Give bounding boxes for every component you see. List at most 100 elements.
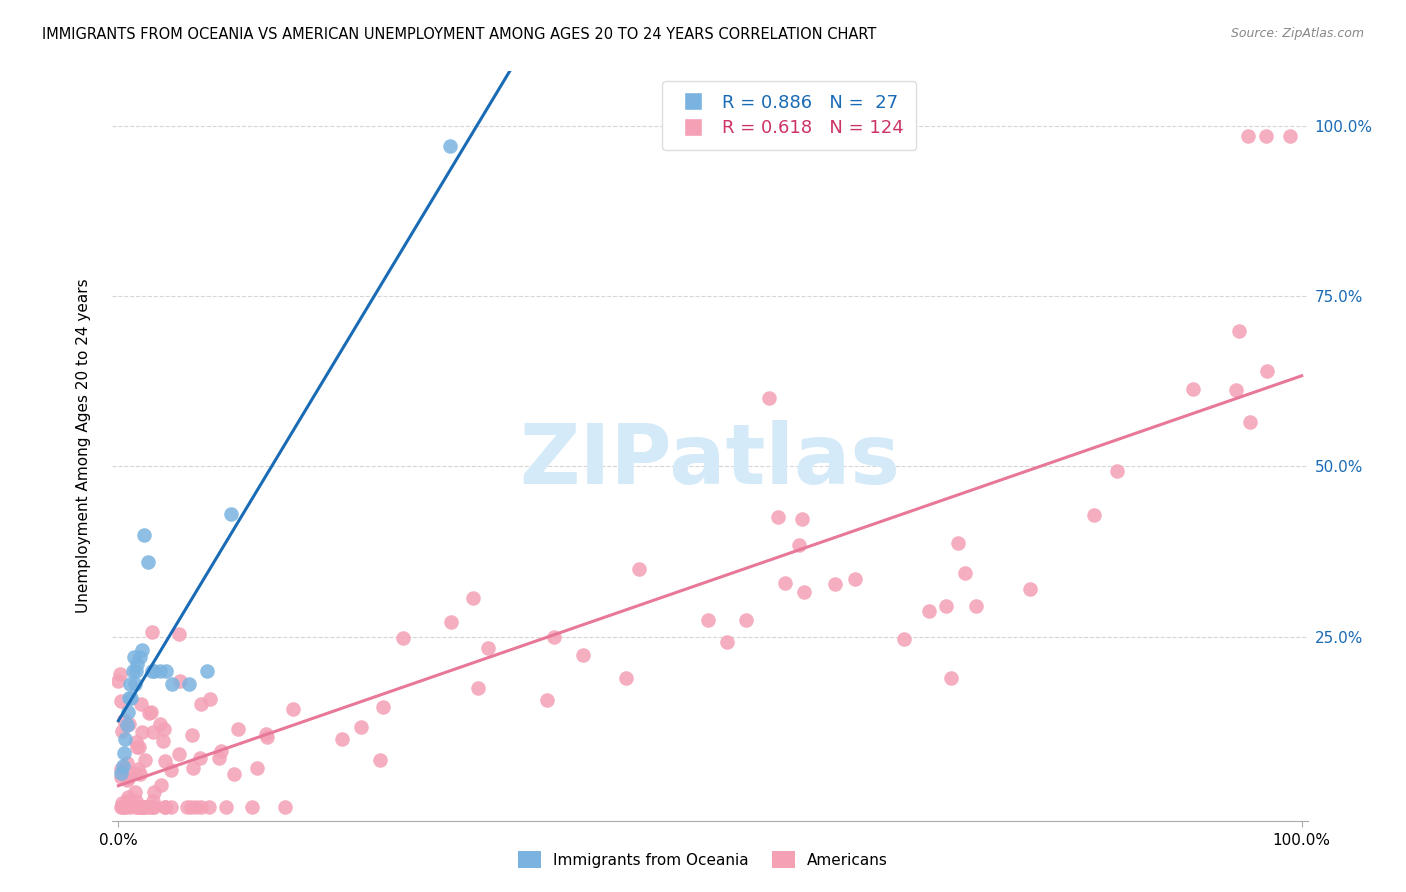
Point <box>1182 382 1205 396</box>
Point <box>117 705 139 719</box>
Point <box>114 800 136 814</box>
Point <box>115 756 138 770</box>
Point <box>111 796 134 810</box>
Point <box>150 778 173 792</box>
Point <box>939 671 962 685</box>
Point <box>128 800 150 814</box>
Y-axis label: Unemployment Among Ages 20 to 24 years: Unemployment Among Ages 20 to 24 years <box>76 278 91 614</box>
Point <box>198 800 221 814</box>
Point <box>965 599 987 614</box>
Point <box>153 800 176 814</box>
Point <box>112 746 135 760</box>
Point <box>477 641 499 656</box>
Point <box>122 766 145 780</box>
Point <box>190 800 212 814</box>
Point <box>129 800 152 814</box>
Point <box>153 800 176 814</box>
Point <box>112 713 135 727</box>
Point <box>614 671 637 685</box>
Point <box>110 800 132 814</box>
Point <box>160 763 183 777</box>
Point <box>111 800 134 814</box>
Point <box>179 677 201 691</box>
Point <box>1019 582 1042 596</box>
Point <box>195 664 218 678</box>
Point <box>111 724 134 739</box>
Point <box>110 762 132 776</box>
Point <box>117 772 139 787</box>
Point <box>219 507 242 521</box>
Point <box>110 766 132 780</box>
Point <box>136 800 159 814</box>
Point <box>118 800 141 814</box>
Point <box>155 664 177 678</box>
Point <box>142 725 165 739</box>
Point <box>131 643 153 657</box>
Point <box>1256 129 1278 144</box>
Point <box>180 800 202 814</box>
Point <box>142 794 165 808</box>
Point <box>543 630 565 644</box>
Text: ZIPatlas: ZIPatlas <box>520 420 900 501</box>
Point <box>176 800 198 814</box>
Point <box>273 800 295 814</box>
Legend: Immigrants from Oceania, Americans: Immigrants from Oceania, Americans <box>510 844 896 875</box>
Point <box>198 692 221 706</box>
Point <box>716 635 738 649</box>
Point <box>125 664 148 678</box>
Point <box>350 720 373 734</box>
Point <box>181 761 204 775</box>
Point <box>121 664 143 678</box>
Point <box>120 677 142 691</box>
Point <box>368 753 391 767</box>
Point <box>391 631 413 645</box>
Point <box>793 584 815 599</box>
Point <box>208 750 231 764</box>
Point <box>155 755 177 769</box>
Point <box>127 740 149 755</box>
Point <box>246 761 269 775</box>
Point <box>463 591 485 605</box>
Point <box>734 613 756 627</box>
Point <box>893 632 915 646</box>
Point <box>1225 384 1247 398</box>
Point <box>125 735 148 749</box>
Point <box>112 759 135 773</box>
Text: Source: ZipAtlas.com: Source: ZipAtlas.com <box>1230 27 1364 40</box>
Point <box>122 650 145 665</box>
Point <box>467 681 489 695</box>
Point <box>167 747 190 762</box>
Point <box>536 693 558 707</box>
Point <box>787 538 810 552</box>
Point <box>131 724 153 739</box>
Point <box>114 800 136 814</box>
Point <box>766 509 789 524</box>
Point <box>118 691 141 706</box>
Point <box>118 717 141 731</box>
Point <box>1083 508 1105 523</box>
Point <box>143 800 166 814</box>
Point <box>110 770 132 784</box>
Point <box>254 727 277 741</box>
Point <box>117 771 139 785</box>
Point <box>1239 415 1261 429</box>
Point <box>935 599 957 614</box>
Point <box>139 800 162 814</box>
Point <box>180 728 202 742</box>
Point <box>152 733 174 747</box>
Point <box>127 657 149 671</box>
Point <box>240 800 263 814</box>
Point <box>946 536 969 550</box>
Point <box>1237 129 1260 144</box>
Point <box>142 664 165 678</box>
Point <box>115 794 138 808</box>
Point <box>128 739 150 754</box>
Point <box>190 697 212 711</box>
Point <box>209 744 232 758</box>
Point <box>134 527 156 541</box>
Point <box>167 627 190 641</box>
Point <box>440 615 463 629</box>
Point <box>844 572 866 586</box>
Point <box>1278 129 1301 144</box>
Point <box>214 800 236 814</box>
